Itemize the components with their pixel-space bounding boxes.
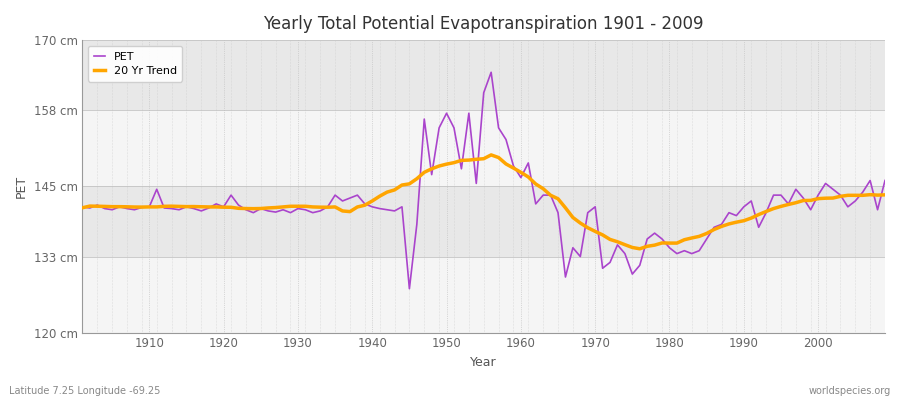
Text: worldspecies.org: worldspecies.org xyxy=(809,386,891,396)
Line: PET: PET xyxy=(83,72,885,289)
PET xyxy=(486,70,497,75)
X-axis label: Year: Year xyxy=(471,356,497,369)
20 Yr Trend xyxy=(345,209,356,214)
PET xyxy=(530,202,541,206)
20 Yr Trend xyxy=(300,204,310,209)
Y-axis label: PET: PET xyxy=(15,175,28,198)
Legend: PET, 20 Yr Trend: PET, 20 Yr Trend xyxy=(88,46,182,82)
PET xyxy=(300,207,310,212)
Text: Latitude 7.25 Longitude -69.25: Latitude 7.25 Longitude -69.25 xyxy=(9,386,160,396)
Bar xyxy=(83,256,885,332)
PET xyxy=(619,251,630,256)
Bar xyxy=(83,110,885,186)
20 Yr Trend xyxy=(634,246,645,251)
PET xyxy=(404,286,415,291)
20 Yr Trend xyxy=(77,205,88,210)
20 Yr Trend xyxy=(879,192,890,197)
PET xyxy=(77,204,88,209)
Title: Yearly Total Potential Evapotranspiration 1901 - 2009: Yearly Total Potential Evapotranspiratio… xyxy=(264,15,704,33)
PET xyxy=(523,160,534,165)
20 Yr Trend xyxy=(137,205,148,210)
Bar xyxy=(83,186,885,256)
PET xyxy=(345,196,356,200)
PET xyxy=(137,205,148,210)
20 Yr Trend xyxy=(486,152,497,157)
20 Yr Trend xyxy=(523,174,534,179)
Line: 20 Yr Trend: 20 Yr Trend xyxy=(83,155,885,249)
20 Yr Trend xyxy=(516,170,526,175)
Bar xyxy=(83,40,885,110)
PET xyxy=(879,178,890,183)
20 Yr Trend xyxy=(612,239,623,244)
